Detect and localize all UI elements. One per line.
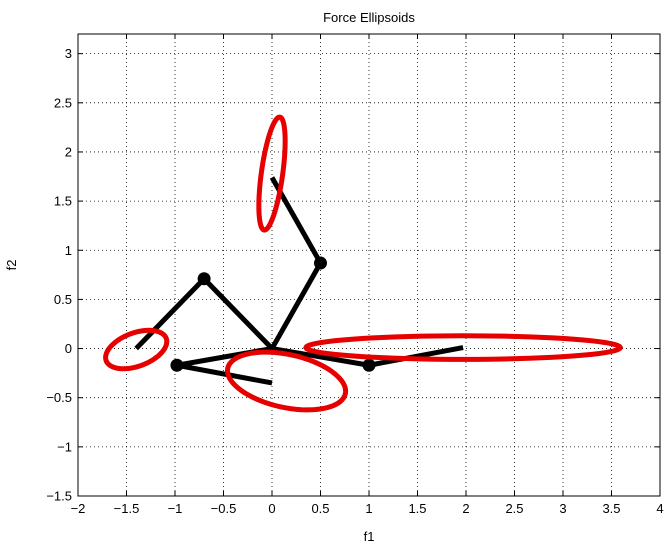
y-tick-label: 2	[65, 144, 72, 159]
grid-lines	[77, 34, 661, 497]
data-layer	[103, 114, 624, 413]
x-tick-label: 2.5	[505, 501, 523, 516]
y-tick-label: 0	[65, 341, 72, 356]
chart-title: Force Ellipsoids	[323, 10, 415, 25]
x-tick-label: −2	[71, 501, 86, 516]
y-tick-label: 0.5	[54, 292, 72, 307]
x-tick-label: 0.5	[311, 501, 329, 516]
x-tick-label: 2	[462, 501, 469, 516]
elbow-joint-marker	[170, 358, 184, 372]
force-ellipse	[103, 327, 170, 372]
elbow-joint-marker	[362, 358, 376, 372]
ticks: −2 −1.5 −1 −0.5 0 0.5 1 1.5 2 2.5 3 3.5 4−1.5−1−0.50…	[46, 34, 664, 516]
x-tick-label: 1	[365, 501, 372, 516]
x-axis-label: f1	[364, 529, 375, 544]
y-tick-label: 1	[65, 243, 72, 258]
x-tick-label: −0.5	[211, 501, 237, 516]
y-tick-label: −1.5	[46, 489, 72, 504]
x-tick-label: 3	[559, 501, 566, 516]
y-tick-label: 1.5	[54, 194, 72, 209]
y-axis-label: f2	[4, 260, 19, 271]
force-ellipse	[303, 333, 624, 362]
x-tick-label: −1	[168, 501, 183, 516]
x-tick-label: 0	[268, 501, 275, 516]
x-tick-label: 3.5	[602, 501, 620, 516]
y-tick-label: 2.5	[54, 95, 72, 110]
x-tick-label: 1.5	[408, 501, 426, 516]
elbow-joint-marker	[314, 256, 327, 270]
force-ellipse	[256, 114, 288, 233]
y-tick-label: −1	[57, 439, 72, 454]
force-ellipse	[224, 349, 349, 413]
elbow-joint-marker	[197, 272, 211, 286]
y-tick-label: 3	[65, 46, 72, 61]
x-tick-label: 4	[656, 501, 663, 516]
y-tick-label: −0.5	[46, 390, 72, 405]
x-tick-label: −1.5	[114, 501, 140, 516]
